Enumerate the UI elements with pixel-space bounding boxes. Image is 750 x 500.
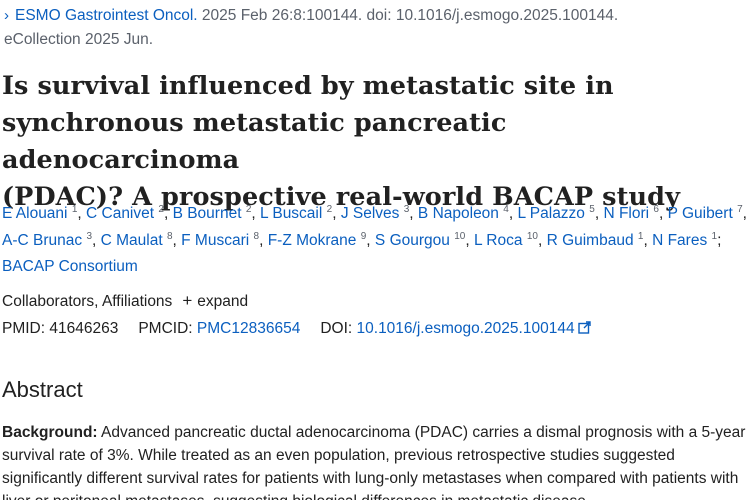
title-line-1: Is survival influenced by metastatic sit… (2, 71, 614, 101)
author-link[interactable]: L Buscail (260, 205, 323, 222)
pmcid-link[interactable]: PMC12836654 (196, 320, 301, 337)
chevron-right-icon: › (4, 7, 9, 24)
journal-link[interactable]: › ESMO Gastrointest Oncol. (4, 7, 198, 24)
affiliation-number[interactable]: 6 (653, 204, 659, 215)
author-link[interactable]: F-Z Mokrane (267, 231, 357, 249)
collaborators-label: Collaborators, Affiliations (2, 293, 173, 310)
title-line-2: synchronous metastatic pancreatic adenoc… (2, 108, 507, 175)
affiliation-number[interactable]: 2 (326, 204, 333, 215)
affiliation-number[interactable]: 2 (158, 204, 164, 215)
pmid-value: 41646263 (49, 320, 119, 337)
author-link[interactable]: C Canivet (86, 205, 155, 222)
plus-icon: + (182, 291, 193, 310)
doi-value: 10.1016/j.esmogo.2025.100144 (356, 320, 575, 337)
affiliation-number[interactable]: 3 (86, 230, 92, 242)
author-link[interactable]: R Guimbaud (546, 231, 634, 249)
author-link[interactable]: P Guibert (667, 205, 733, 222)
ecollection-text: eCollection 2025 Jun. (4, 31, 154, 48)
background-text: Advanced pancreatic ductal adenocarcinom… (2, 424, 746, 500)
collaborators-affiliations: Collaborators, Affiliations + expand (2, 290, 248, 313)
abstract-heading: Abstract (2, 377, 83, 402)
affiliation-number[interactable]: 1 (711, 230, 718, 242)
author-link[interactable]: F Muscari (181, 231, 250, 249)
journal-name: ESMO Gastrointest Oncol. (15, 7, 198, 24)
external-link-icon (577, 321, 591, 334)
affiliation-number[interactable]: 10 (454, 230, 466, 242)
affiliation-number[interactable]: 8 (253, 230, 260, 242)
doi-link[interactable]: 10.1016/j.esmogo.2025.100144 (357, 320, 591, 337)
affiliation-number[interactable]: 1 (637, 230, 644, 242)
affiliation-number[interactable]: 1 (71, 204, 78, 215)
affiliation-number[interactable]: 7 (737, 204, 743, 215)
expand-button[interactable]: + expand (182, 291, 249, 310)
affiliation-number[interactable]: 5 (589, 204, 595, 215)
affiliation-number[interactable]: 4 (503, 204, 509, 215)
citation-details: 2025 Feb 26:8:100144. doi: 10.1016/j.esm… (197, 7, 619, 24)
author-link[interactable]: B Napoleon (417, 205, 499, 222)
citation-line: › ESMO Gastrointest Oncol. 2025 Feb 26:8:… (4, 4, 748, 52)
background-label: Background: (2, 424, 98, 441)
author-link[interactable]: C Maulat (100, 231, 163, 249)
affiliation-number[interactable]: 9 (360, 230, 367, 242)
affiliation-number[interactable]: 8 (166, 230, 173, 242)
title-line-3: (PDAC)? A prospective real-world BACAP s… (2, 182, 681, 212)
author-link[interactable]: L Palazzo (517, 205, 585, 222)
affiliation-number[interactable]: 3 (403, 204, 410, 215)
expand-label: expand (197, 293, 249, 310)
author-link[interactable]: L Roca (473, 231, 523, 249)
abstract-background: Background: Advanced pancreatic ductal a… (2, 421, 748, 500)
pmid-label: PMID: (2, 320, 46, 337)
affiliation-number[interactable]: 2 (245, 204, 252, 215)
author-link[interactable]: A-C Brunac (2, 231, 83, 249)
author-link[interactable]: E Alouani (2, 205, 68, 222)
identifier-row: PMID: 41646263 PMCID: PMC12836654 DOI: 10.… (2, 318, 591, 340)
pmcid-label: PMCID: (138, 320, 193, 337)
author-link[interactable]: J Selves (340, 205, 400, 222)
affiliation-number[interactable]: 10 (526, 230, 538, 242)
consortium-link[interactable]: BACAP Consortium (2, 258, 138, 275)
author-link[interactable]: S Gourgou (374, 231, 450, 249)
article-title: Is survival influenced by metastatic sit… (2, 68, 748, 216)
author-link[interactable]: B Bournet (172, 205, 242, 222)
author-list: E Alouani 1, C Canivet 2, B Bournet 2, L… (2, 204, 747, 276)
author-link[interactable]: N Fares (652, 231, 708, 249)
doi-label: DOI: (320, 320, 353, 337)
author-link[interactable]: N Flori (603, 205, 650, 222)
